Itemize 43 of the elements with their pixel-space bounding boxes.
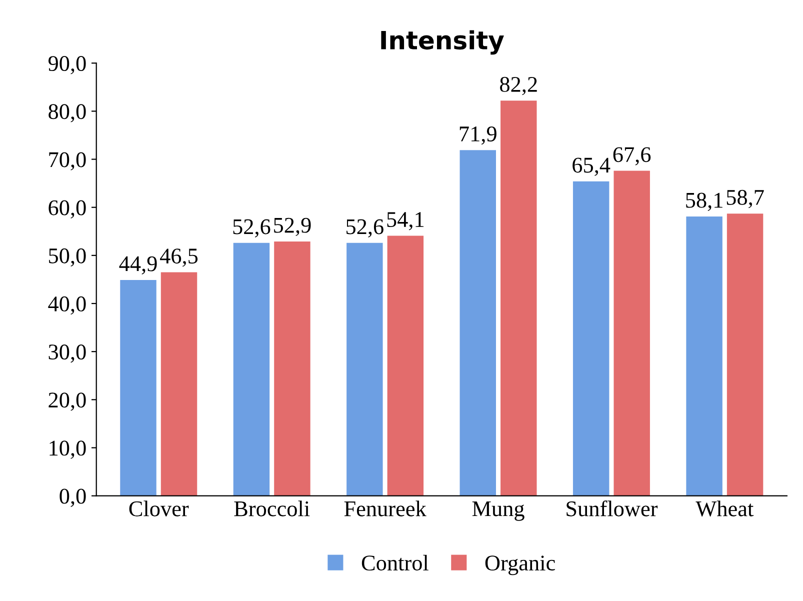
y-tick-label: 90,0: [48, 56, 86, 74]
x-tick-label: Sunflower: [566, 500, 658, 516]
bar: [726, 214, 764, 496]
data-label: 71,9: [460, 126, 496, 145]
bar: [686, 216, 722, 496]
data-label: 58,7: [726, 190, 764, 208]
bar: [614, 170, 650, 496]
bar: [572, 181, 610, 496]
y-tick-label: 50,0: [49, 248, 86, 267]
y-tick-label: 10,0: [50, 440, 86, 459]
x-tick-label: Fenureek: [344, 500, 426, 516]
x-tick-label: Mung: [472, 501, 524, 521]
x-tick-label: Broccoli: [234, 500, 310, 516]
bar: [460, 150, 496, 496]
legend-label: Organic: [485, 556, 555, 576]
data-label: 46,5: [160, 248, 198, 267]
bar: [500, 100, 537, 496]
data-label: 58,1: [686, 192, 722, 211]
data-label: 52,9: [274, 218, 311, 236]
data-label: 52,6: [346, 219, 384, 238]
bar: [160, 272, 198, 496]
bar: [233, 242, 270, 496]
x-tick-label: Clover: [129, 500, 189, 516]
bar: [120, 280, 156, 496]
data-label: 82,2: [500, 76, 537, 96]
legend-label: Control: [362, 554, 428, 571]
bar: [387, 236, 424, 496]
y-tick-label: 80,0: [48, 104, 86, 122]
y-tick-label: 0,0: [60, 488, 86, 507]
y-tick-label: 30,0: [48, 344, 86, 363]
bar: [274, 241, 310, 496]
y-tick-label: 60,0: [48, 200, 86, 218]
y-tick-label: 20,0: [48, 392, 86, 411]
bar: [346, 242, 383, 496]
chart-title: Intensity: [381, 30, 504, 55]
x-tick-label: Wheat: [696, 500, 754, 516]
data-label: 54,1: [387, 212, 424, 230]
y-tick-label: 40,0: [48, 296, 86, 315]
data-label: 44,9: [119, 256, 157, 274]
data-label: 52,6: [233, 219, 270, 238]
data-label: 67,6: [613, 147, 651, 166]
y-tick-label: 70,0: [49, 152, 86, 170]
data-label: 65,4: [572, 158, 610, 176]
